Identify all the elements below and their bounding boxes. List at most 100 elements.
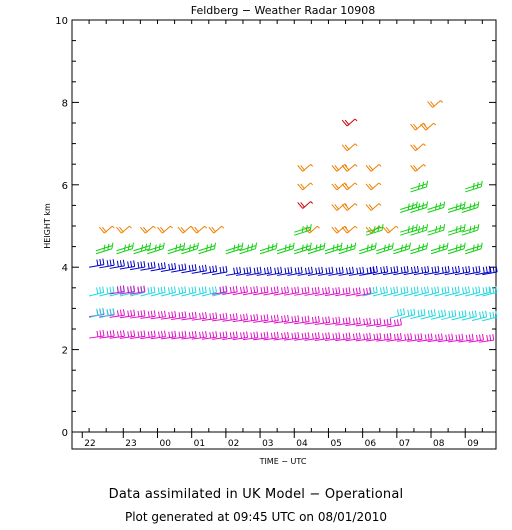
wind-barb (109, 286, 125, 297)
y-tick-label: 10 (55, 16, 68, 27)
wind-barb (130, 285, 146, 295)
wind-barb (345, 287, 361, 297)
wind-barb (246, 266, 262, 276)
chart-title: Feldberg − Weather Radar 10908 (191, 4, 376, 17)
wind-barb (287, 266, 303, 276)
wind-barb (130, 286, 146, 297)
wind-barb (341, 225, 358, 234)
wind-barb (427, 100, 443, 108)
wind-barb (410, 224, 429, 236)
wind-barb (259, 242, 278, 255)
wind-barb (273, 314, 290, 324)
wind-barb (109, 285, 125, 295)
wind-barb (403, 265, 419, 276)
wind-barb (208, 225, 225, 234)
wind-barb (150, 310, 166, 320)
wind-barb (372, 265, 389, 276)
wind-barb (304, 286, 320, 296)
wind-barb (130, 309, 146, 319)
wind-barb (191, 286, 207, 297)
wind-barb (232, 313, 249, 323)
x-tick-label: 04 (296, 439, 308, 449)
wind-barb (341, 203, 358, 211)
wind-barb (482, 311, 498, 322)
wind-barb (324, 242, 343, 255)
wind-barb (318, 266, 334, 276)
wind-barb (294, 332, 310, 341)
wind-barb (201, 265, 218, 275)
wind-barb (413, 286, 429, 297)
wind-barb (297, 266, 313, 276)
wind-barb (465, 242, 483, 255)
wind-barb (273, 286, 290, 296)
wind-barb (345, 317, 361, 327)
wind-barb (201, 286, 217, 297)
wind-barb (171, 330, 187, 340)
wind-barb (242, 331, 259, 341)
wind-barb (160, 310, 177, 320)
wind-barb (89, 258, 105, 268)
x-tick-label: 22 (84, 439, 95, 449)
wind-barb (181, 311, 197, 321)
wind-barb (410, 308, 426, 320)
wind-barb (133, 242, 152, 255)
wind-barb (478, 334, 495, 343)
footer-assimilation-text: Data assimilated in UK Model − Operation… (108, 487, 404, 502)
wind-barb (365, 224, 384, 236)
wind-barb (191, 330, 208, 340)
wind-barb (471, 310, 488, 321)
x-tick-label: 05 (330, 439, 341, 449)
wind-barb (400, 224, 418, 236)
wind-barb (119, 285, 136, 295)
wind-barb (365, 332, 382, 342)
wind-barb (191, 264, 207, 274)
wind-barb (297, 182, 314, 191)
wind-barb (297, 201, 314, 209)
wind-barb (277, 242, 295, 255)
wind-barb (119, 309, 136, 319)
wind-barb (283, 331, 300, 341)
wind-barb (355, 287, 372, 297)
wind-barb (335, 332, 351, 342)
wind-barb (335, 316, 351, 326)
wind-barb (109, 259, 125, 269)
wind-barb (191, 312, 208, 321)
wind-barb (376, 242, 394, 255)
wind-barb (465, 180, 483, 193)
wind-barb (99, 330, 115, 339)
wind-barb (150, 330, 166, 340)
footer-generated-text: Plot generated at 09:45 UTC on 08/01/201… (124, 510, 388, 524)
wind-barb (304, 332, 320, 341)
wind-barb (475, 265, 491, 276)
wind-barb (376, 318, 392, 328)
wind-barb (335, 287, 351, 297)
plot-frame (71, 19, 497, 433)
wind-barb (119, 330, 136, 339)
wind-barb (88, 286, 105, 297)
x-tick-label: 01 (194, 439, 205, 449)
wind-barb (389, 308, 406, 319)
wind-barb (427, 201, 446, 213)
wind-barb (109, 309, 125, 318)
wind-barb (338, 266, 354, 276)
wind-barb (253, 331, 269, 341)
wind-barb (447, 224, 466, 236)
wind-barb (130, 330, 146, 339)
wind-barb (171, 311, 187, 320)
wind-barb (253, 286, 269, 296)
wind-barb (434, 286, 450, 297)
wind-barb (355, 317, 372, 327)
wind-barb (99, 308, 115, 319)
wind-barb (393, 265, 409, 276)
wind-barb (427, 333, 443, 343)
wind-profile-chart: Feldberg − Weather Radar 10908 HEIGHT km… (43, 4, 498, 466)
wind-barb (140, 286, 156, 297)
wind-barb (424, 265, 440, 276)
wind-barb (119, 286, 135, 297)
wind-barb (222, 331, 238, 340)
wind-barb (177, 225, 194, 234)
wind-barb (461, 201, 480, 213)
wind-barb (441, 309, 457, 321)
wind-barb (386, 318, 402, 328)
y-axis-label: HEIGHT km (43, 203, 52, 249)
